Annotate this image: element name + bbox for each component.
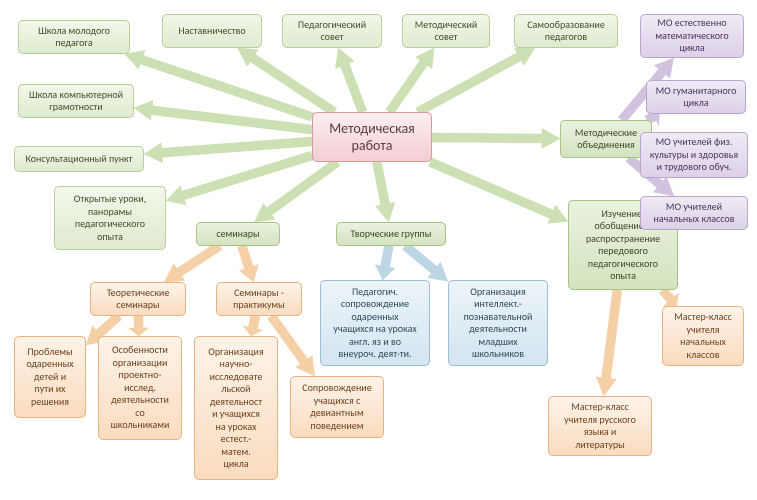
node-teor: Теоретическиесеминары: [90, 282, 186, 316]
node-sem: семинары: [196, 222, 280, 246]
node-kons: Консультационный пункт: [14, 146, 144, 172]
node-prob: Проблемыодаренныхдетей ипути ихрешения: [14, 336, 86, 418]
arrow: [238, 245, 259, 282]
arrow: [166, 151, 313, 205]
node-mo4: МО учителейначальных классов: [640, 196, 748, 230]
node-prak: Семинары -практикумы: [216, 282, 302, 316]
arrow: [596, 289, 622, 396]
node-sopr: Сопровождениеучащихся сдевиантнымповеден…: [290, 376, 384, 438]
arrow: [432, 128, 560, 148]
node-shm: Школа молодогопедагога: [18, 20, 130, 54]
node-open: Открытые уроки,панорамыпедагогическогооп…: [54, 186, 166, 250]
arrow: [255, 158, 341, 222]
arrow: [416, 48, 535, 116]
node-mk2: Мастер-классучителя русскогоязыка илитер…: [548, 396, 652, 456]
diagram-canvas: Методическаяработа Наставничество Педагоги…: [0, 0, 757, 500]
arrow: [125, 50, 314, 121]
node-ped: Педагогическийсовет: [282, 14, 382, 48]
arrow: [372, 161, 395, 222]
arrow: [335, 48, 366, 114]
node-mk1: Мастер-классучителяначальныхклассов: [662, 306, 744, 366]
arrow: [144, 137, 312, 163]
node-mo3: МО учителей физ.культуры и здоровьяи тру…: [640, 132, 748, 178]
arrow: [428, 158, 568, 224]
arrow: [238, 48, 337, 116]
node-shk: Школа компьютернойграмотности: [18, 84, 134, 118]
node-nast: Наставничество: [162, 14, 262, 48]
node-osob: Особенностиорганизациипроектно-исслед.де…: [98, 336, 182, 440]
node-tg: Творческие группы: [336, 222, 446, 246]
node-metob: Методическиеобъединения: [560, 120, 652, 158]
node-mo1: МО естественноматематическогоцикла: [640, 14, 744, 58]
node-mo2: МО гуманитарногоцикла: [646, 80, 746, 114]
arrow: [129, 316, 149, 336]
node-metsov: Методическийсовет: [402, 14, 490, 48]
node-pedsop: Педагогич.сопровождениеодаренныхучащихся…: [320, 280, 430, 366]
node-orgint: Организацияинтеллект.-познавательнойдеят…: [448, 280, 548, 366]
arrow: [403, 243, 448, 282]
node-orgn: Организациянаучно-исследовательскойдеяте…: [194, 336, 278, 480]
node-center: Методическаяработа: [312, 112, 432, 162]
arrow: [375, 245, 395, 280]
arrow: [134, 100, 313, 134]
arrow: [164, 242, 222, 282]
arrow: [386, 48, 434, 115]
node-samo: Самообразованиепедагогов: [514, 14, 618, 48]
arrow: [243, 315, 263, 336]
